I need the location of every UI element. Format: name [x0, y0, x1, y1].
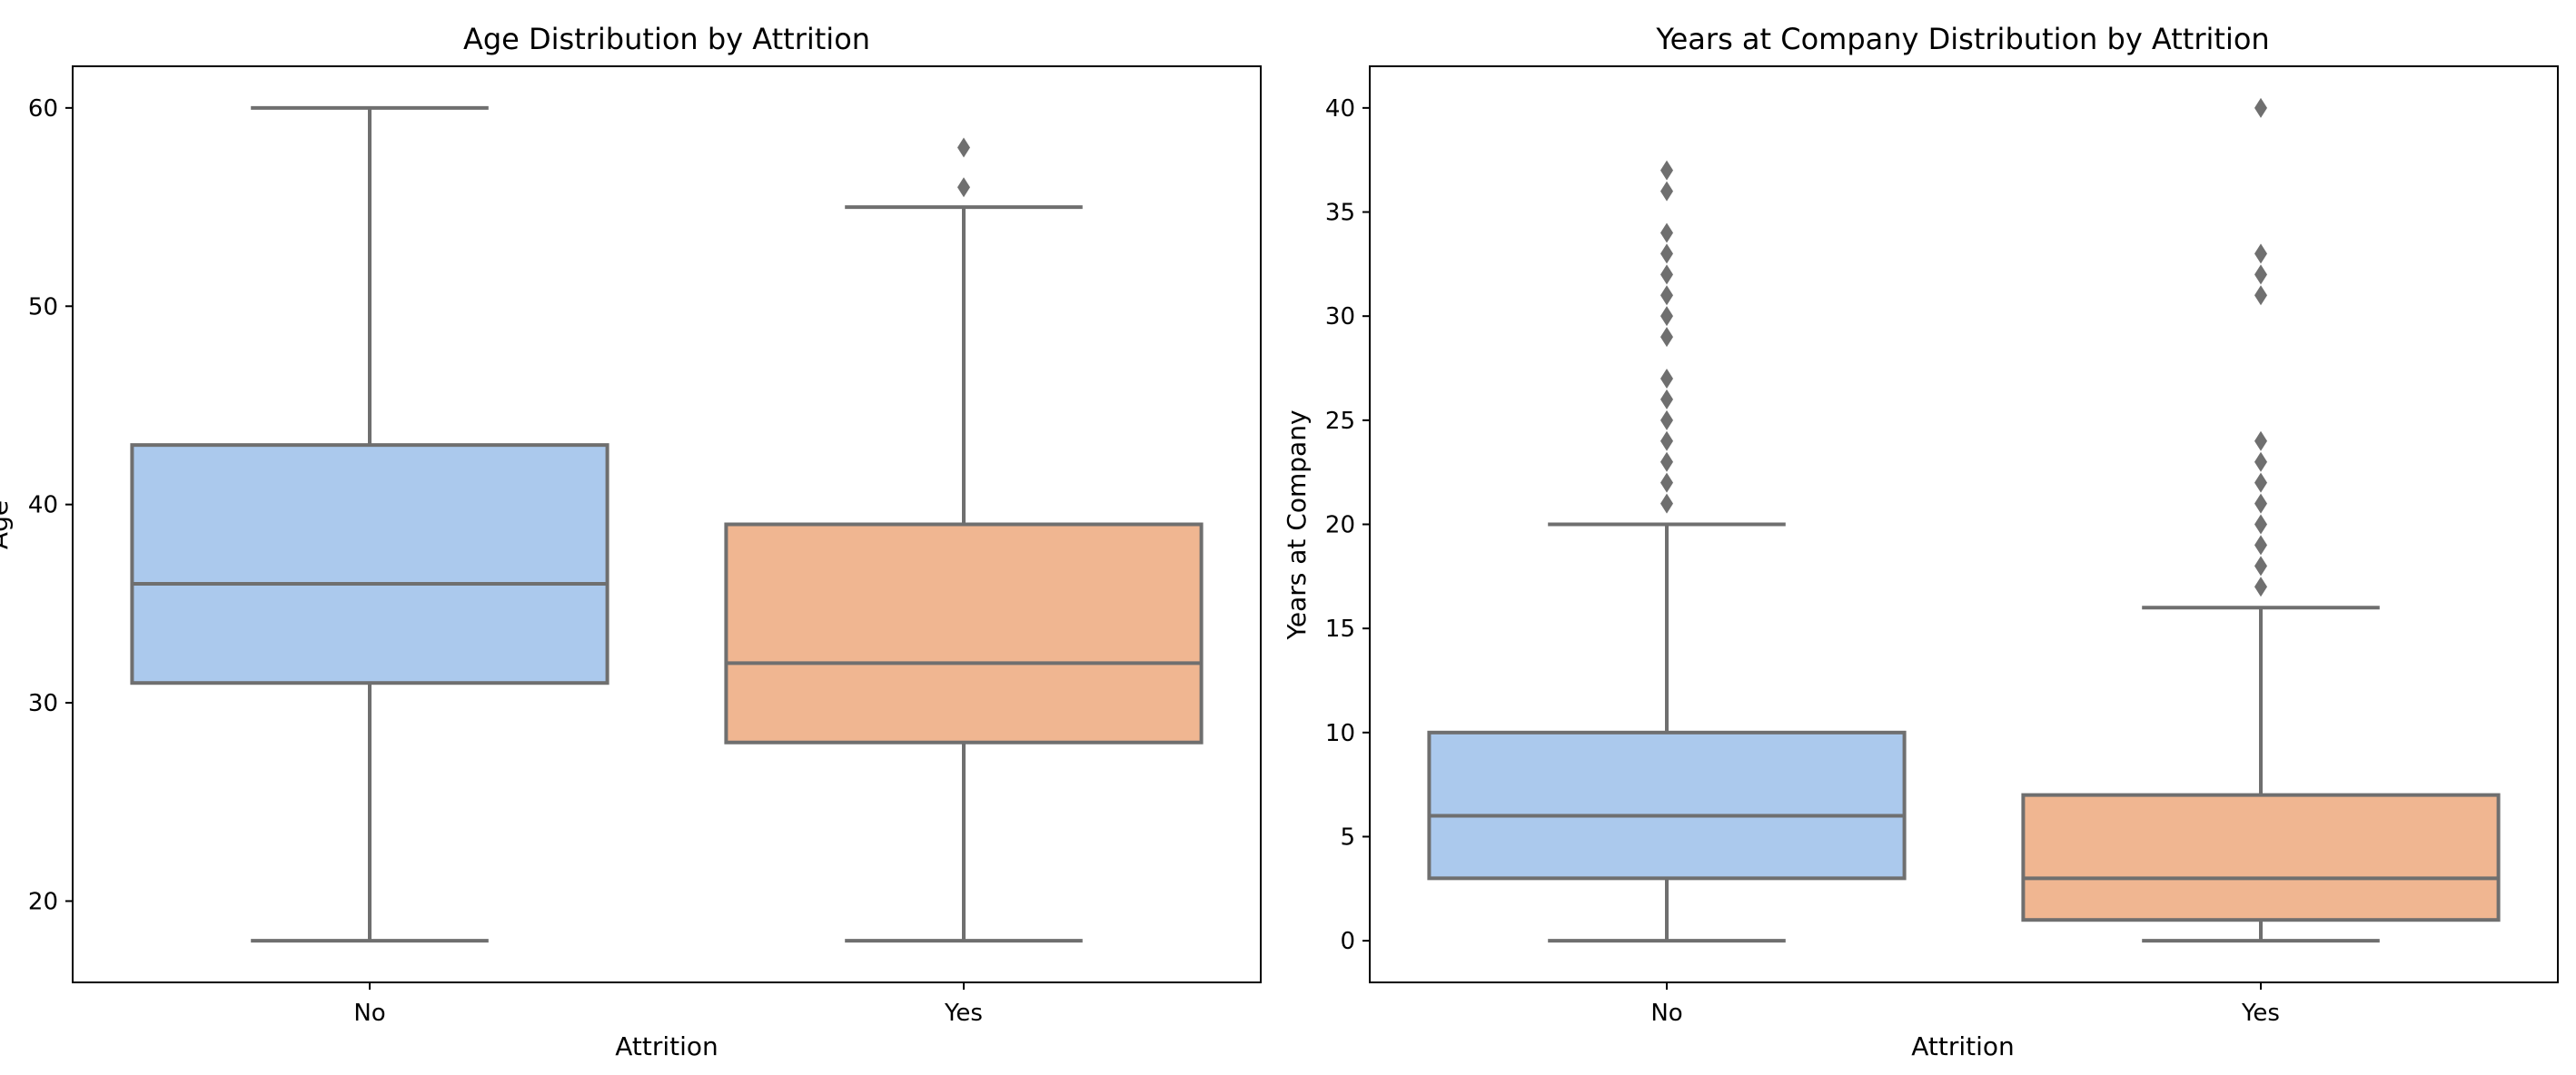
y-tick-label: 20: [1325, 512, 1355, 539]
x-tick-label: No: [1650, 1000, 1682, 1027]
box-no: [130, 443, 609, 685]
chart-title: Age Distribution by Attrition: [463, 22, 870, 56]
outlier-point: [2254, 285, 2267, 306]
x-tick-label: Yes: [944, 1000, 983, 1027]
box-no: [1427, 730, 1907, 881]
y-tick-label: 30: [1325, 303, 1355, 330]
age-chart-panel: Age Distribution by Attrition 20 30 40 50 60…: [0, 22, 1262, 1061]
outlier-point: [1660, 285, 1673, 306]
x-tick-label: No: [353, 1000, 385, 1027]
years-plot-area: 0 5 10 15 20 25 30 35 40 No Yes: [1325, 95, 2501, 1027]
outlier-point: [2254, 535, 2267, 556]
outlier-point: [2254, 430, 2267, 451]
y-tick-label: 30: [28, 690, 58, 717]
outlier-point: [1660, 493, 1673, 514]
y-tick-label: 40: [1325, 95, 1355, 123]
outlier-point: [2254, 451, 2267, 472]
outlier-point: [2254, 577, 2267, 597]
outlier-point: [1660, 451, 1673, 472]
outlier-point: [1660, 243, 1673, 264]
outlier-point: [957, 137, 970, 158]
y-tick-label: 40: [28, 492, 58, 519]
y-tick-label: 20: [28, 888, 58, 915]
outlier-point: [1660, 368, 1673, 389]
outlier-point: [2254, 472, 2267, 493]
y-tick-label: 50: [28, 293, 58, 321]
y-tick-label: 25: [1325, 408, 1355, 435]
y-tick-label: 10: [1325, 720, 1355, 747]
y-tick-label: 0: [1340, 928, 1355, 955]
x-axis-label: Attrition: [1911, 1031, 2015, 1061]
y-tick-label: 35: [1325, 200, 1355, 227]
outlier-point: [957, 177, 970, 198]
outlier-point: [1660, 264, 1673, 285]
y-tick-label: 60: [28, 95, 58, 123]
outlier-point: [1660, 306, 1673, 327]
outlier-point: [1660, 472, 1673, 493]
age-plot-area: 20 30 40 50 60 No Yes: [28, 95, 1204, 1027]
outlier-point: [2254, 556, 2267, 577]
outlier-point: [2254, 514, 2267, 535]
x-axis-label: Attrition: [615, 1031, 718, 1061]
outlier-point: [2254, 243, 2267, 264]
box-yes: [724, 522, 1204, 745]
plot-frame: [72, 65, 1262, 983]
outlier-point: [2254, 97, 2267, 118]
x-tick-label: Yes: [2241, 1000, 2280, 1027]
y-tick-label: 15: [1325, 616, 1355, 643]
box-yes: [2021, 793, 2501, 922]
plot-frame: [1369, 65, 2559, 983]
outlier-point: [2254, 493, 2267, 514]
outlier-point: [1660, 181, 1673, 202]
outlier-point: [1660, 409, 1673, 430]
chart-title: Years at Company Distribution by Attriti…: [1655, 22, 2269, 56]
y-axis-label: Years at Company: [1282, 409, 1312, 640]
y-tick-label: 5: [1340, 824, 1355, 851]
y-axis-label: Age: [0, 500, 14, 549]
outlier-point: [1660, 430, 1673, 451]
outlier-point: [1660, 222, 1673, 243]
outlier-point: [1660, 160, 1673, 181]
outlier-point: [1660, 389, 1673, 409]
outlier-point: [1660, 327, 1673, 348]
years-at-company-chart-panel: Years at Company Distribution by Attriti…: [1282, 22, 2559, 1061]
outlier-point: [2254, 264, 2267, 285]
